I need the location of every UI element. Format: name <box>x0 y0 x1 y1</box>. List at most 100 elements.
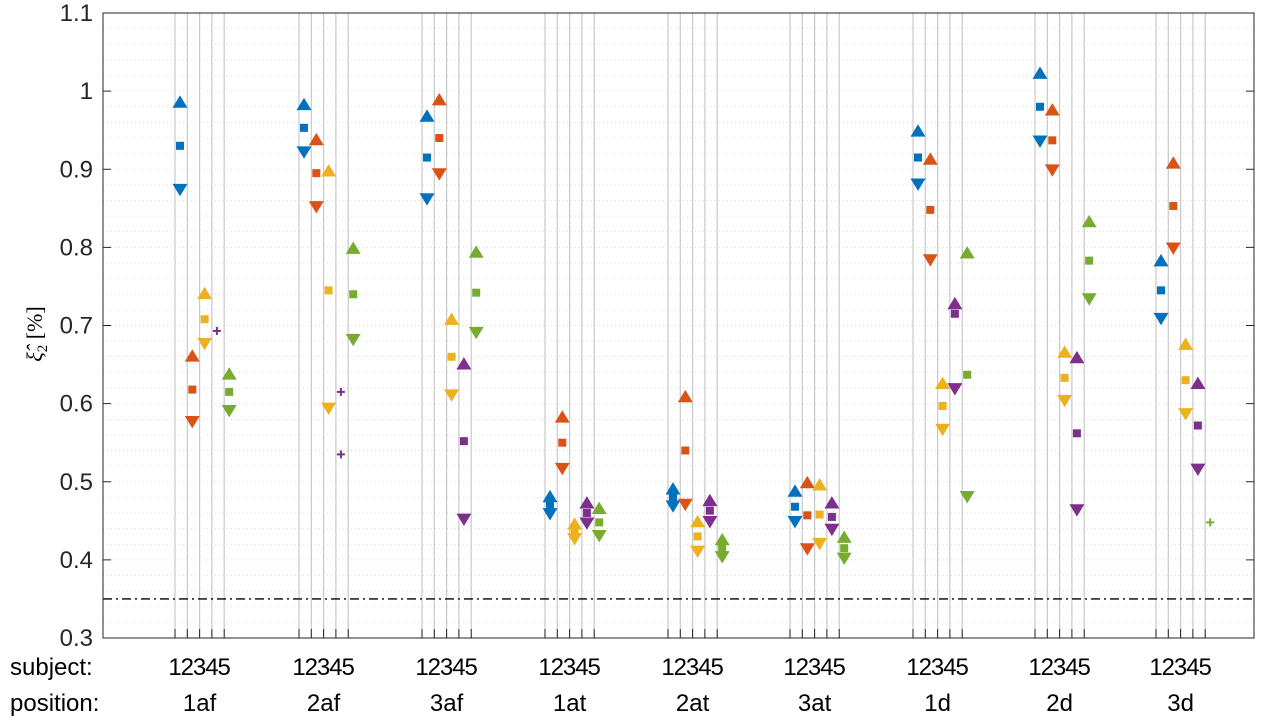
data-markers <box>172 66 1215 566</box>
subject-number-label: 1 <box>906 654 919 681</box>
single-value-marker <box>212 326 221 335</box>
estimate-marker <box>705 506 714 515</box>
estimate-marker <box>595 518 604 527</box>
lower-bound-marker <box>197 337 213 351</box>
lower-bound-marker <box>419 193 435 206</box>
estimate-marker <box>447 352 456 361</box>
subject-number-label: 5 <box>218 654 231 681</box>
lower-bound-marker <box>1069 504 1085 517</box>
subject-number-label: 4 <box>575 654 588 681</box>
upper-bound-marker <box>1057 345 1073 358</box>
subject-number-label: 4 <box>452 654 465 681</box>
subject-number-label: 5 <box>342 654 355 681</box>
y-tick-label: 1 <box>80 78 93 105</box>
upper-bound-marker <box>444 312 460 325</box>
lower-bound-marker <box>1190 463 1206 476</box>
subject-number-label: 2 <box>551 654 564 681</box>
position-label: 3af <box>430 690 464 717</box>
upper-bound-marker <box>554 410 570 423</box>
subject-number-label: 2 <box>1162 654 1175 681</box>
upper-bound-marker <box>1081 214 1097 228</box>
subject-number-label: 3 <box>931 654 944 681</box>
upper-bound-marker <box>431 93 447 106</box>
lower-bound-marker <box>468 326 484 340</box>
lower-bound-marker <box>172 183 188 197</box>
position-row-label: position: <box>10 690 99 717</box>
subject-number-label: 2 <box>181 654 194 681</box>
subject-number-label: 2 <box>1041 654 1054 681</box>
upper-bound-marker <box>824 496 840 509</box>
upper-bound-marker <box>184 349 200 362</box>
subject-number-label: 2 <box>796 654 809 681</box>
estimate-marker <box>938 401 947 410</box>
upper-bound-marker <box>1044 103 1060 116</box>
y-tick-label: 0.5 <box>60 469 93 496</box>
upper-bound-marker <box>1165 156 1181 169</box>
svg-text:ξ̂2 [%]: ξ̂2 [%] <box>22 306 51 361</box>
lower-bound-marker <box>1165 242 1181 255</box>
subject-number-label: 3 <box>1053 654 1066 681</box>
estimate-marker <box>472 288 481 297</box>
lower-bound-marker <box>959 490 975 504</box>
subject-number-label: 1 <box>538 654 551 681</box>
subject-number-label: 3 <box>808 654 821 681</box>
y-tick-label: 1.1 <box>60 0 93 27</box>
estimate-marker <box>1060 373 1069 382</box>
subject-number-label: 5 <box>711 654 724 681</box>
upper-bound-marker <box>690 514 706 528</box>
estimate-marker <box>815 510 824 519</box>
subject-number-label: 3 <box>563 654 576 681</box>
position-label: 1af <box>183 690 217 717</box>
estimate-marker <box>1169 201 1178 210</box>
lower-bound-marker <box>922 254 938 267</box>
position-label: 2af <box>307 690 341 717</box>
lower-bound-marker <box>1057 394 1073 408</box>
upper-bound-marker <box>959 246 975 259</box>
subject-number-label: 1 <box>1149 654 1162 681</box>
subject-number-label: 4 <box>698 654 711 681</box>
subject-number-label: 1 <box>661 654 674 681</box>
estimate-marker <box>963 370 972 379</box>
upper-bound-marker <box>836 530 852 543</box>
y-tick-label: 0.9 <box>60 156 93 183</box>
grid-layer <box>103 28 1254 623</box>
upper-bound-marker <box>172 95 188 108</box>
upper-bound-marker <box>345 241 361 254</box>
estimate-marker <box>582 509 591 517</box>
position-label: 1at <box>553 690 587 717</box>
subject-number-label: 1 <box>783 654 796 681</box>
y-tick-label: 0.6 <box>60 391 93 418</box>
subject-row-label: subject: <box>10 654 93 681</box>
lower-bound-marker <box>431 168 447 181</box>
single-value-marker <box>336 387 345 396</box>
upper-bound-marker <box>787 484 803 497</box>
lower-bound-marker <box>554 462 570 476</box>
x-axis-labels: subject: position: 123451af123452af12345… <box>10 629 1212 717</box>
estimate-marker <box>926 205 935 214</box>
upper-bound-marker <box>799 475 815 489</box>
lower-bound-marker <box>665 500 681 513</box>
estimate-marker <box>1085 256 1094 265</box>
lower-bound-marker <box>714 551 730 564</box>
subject-number-label: 1 <box>292 654 305 681</box>
upper-bound-marker <box>221 367 237 380</box>
estimate-marker <box>459 437 468 446</box>
subject-number-label: 5 <box>588 654 601 681</box>
lower-bound-marker <box>824 523 840 537</box>
lower-bound-marker <box>591 530 607 543</box>
estimate-marker <box>950 309 959 318</box>
lower-bound-marker <box>690 545 706 558</box>
estimate-marker <box>827 512 836 521</box>
subject-number-label: 3 <box>317 654 330 681</box>
estimate-marker <box>225 387 234 396</box>
lower-bound-marker <box>935 423 951 437</box>
upper-bound-marker <box>419 109 435 122</box>
upper-bound-marker <box>197 286 213 300</box>
lower-bound-marker <box>184 415 200 429</box>
single-value-marker <box>1206 518 1215 527</box>
lower-bound-marker <box>308 201 324 214</box>
subject-number-label: 2 <box>305 654 318 681</box>
subject-number-label: 1 <box>168 654 181 681</box>
subject-number-label: 1 <box>415 654 428 681</box>
subject-number-label: 5 <box>1199 654 1212 681</box>
